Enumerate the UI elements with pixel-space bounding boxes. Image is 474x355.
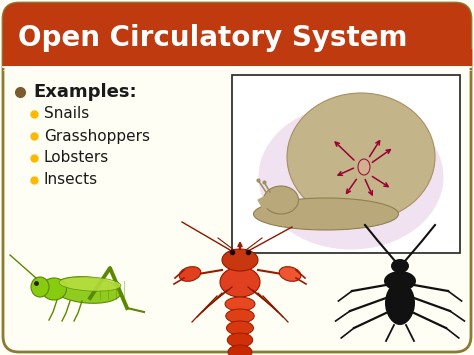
- Ellipse shape: [228, 345, 252, 355]
- Text: Insects: Insects: [44, 173, 98, 187]
- Bar: [232, 75, 460, 253]
- Ellipse shape: [264, 186, 299, 214]
- Ellipse shape: [225, 297, 255, 311]
- Ellipse shape: [59, 277, 121, 291]
- Ellipse shape: [279, 267, 301, 281]
- FancyBboxPatch shape: [3, 3, 471, 65]
- Ellipse shape: [31, 277, 49, 297]
- Ellipse shape: [179, 267, 201, 281]
- Text: Lobsters: Lobsters: [44, 151, 109, 165]
- Ellipse shape: [385, 282, 415, 324]
- Ellipse shape: [42, 278, 66, 300]
- Ellipse shape: [222, 249, 258, 271]
- Text: Snails: Snails: [44, 106, 89, 121]
- Text: Open Circulatory System: Open Circulatory System: [18, 24, 408, 52]
- Ellipse shape: [226, 309, 254, 323]
- Text: Examples:: Examples:: [33, 83, 137, 101]
- Ellipse shape: [287, 93, 435, 221]
- Ellipse shape: [387, 289, 413, 325]
- Ellipse shape: [384, 271, 416, 291]
- Ellipse shape: [53, 277, 121, 303]
- Polygon shape: [258, 192, 274, 210]
- Ellipse shape: [358, 159, 370, 175]
- Ellipse shape: [254, 198, 399, 230]
- Ellipse shape: [258, 104, 444, 250]
- Ellipse shape: [220, 267, 260, 297]
- Ellipse shape: [227, 333, 253, 347]
- FancyBboxPatch shape: [3, 3, 471, 352]
- Text: Grasshoppers: Grasshoppers: [44, 129, 150, 143]
- Ellipse shape: [227, 321, 254, 335]
- Ellipse shape: [391, 259, 409, 273]
- Bar: [3, 49, 471, 65]
